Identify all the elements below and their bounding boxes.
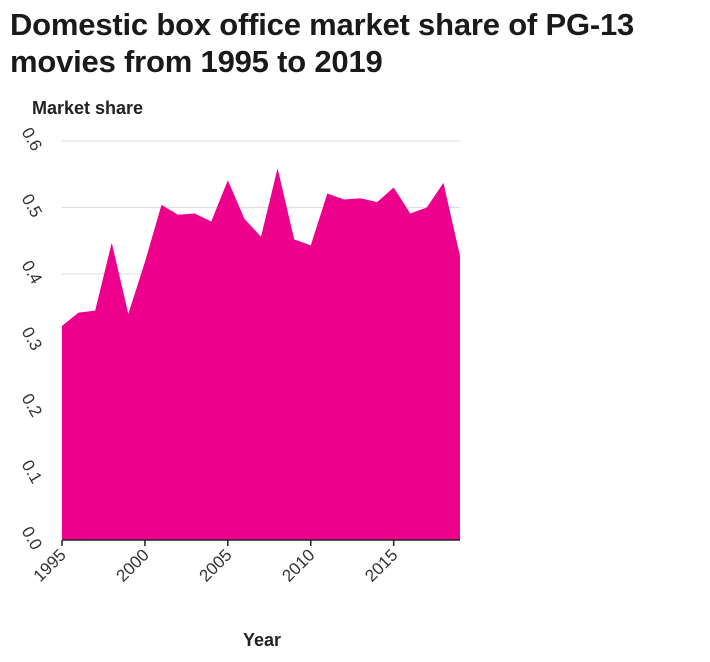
y-tick-label: 0.2 (18, 390, 46, 420)
y-tick-label: 0.3 (18, 324, 46, 354)
plot-area (62, 168, 460, 540)
x-tick-label: 1995 (30, 545, 70, 585)
y-tick-label: 0.5 (18, 191, 46, 221)
x-tick-label: 2000 (113, 545, 153, 585)
series-area (62, 168, 460, 540)
y-tick-label: 0.6 (18, 124, 46, 154)
x-axis-label: Year (243, 630, 281, 650)
x-tick-label: 2010 (278, 545, 318, 585)
chart-title: Domestic box office market share of PG-1… (10, 7, 635, 79)
y-axis-ticks: 0.0 0.1 0.2 0.3 0.4 0.5 0.6 (18, 124, 46, 553)
y-tick-label: 0.1 (18, 457, 46, 487)
y-axis-label: Market share (32, 98, 143, 118)
y-tick-label: 0.0 (18, 523, 46, 553)
x-tick-label: 2005 (195, 545, 235, 585)
x-tick-label: 2015 (361, 545, 401, 585)
y-tick-label: 0.4 (18, 257, 46, 287)
x-axis-ticks: 1995 2000 2005 2010 2015 (30, 540, 401, 586)
